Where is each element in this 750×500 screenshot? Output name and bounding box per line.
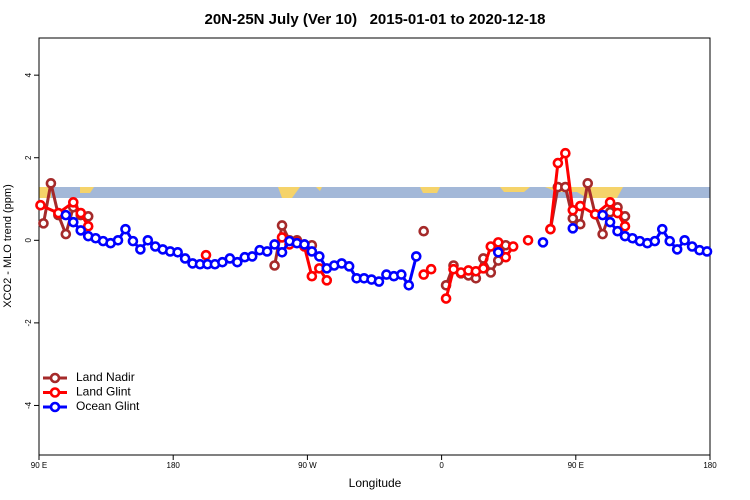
data-point [664, 235, 676, 247]
data-point [120, 223, 131, 235]
data-point [35, 199, 46, 211]
x-tick-label: 90 E [568, 461, 584, 470]
data-point [418, 225, 430, 237]
data-point [321, 275, 333, 286]
data-point [172, 246, 183, 258]
data-point [701, 246, 713, 257]
data-point [485, 267, 497, 278]
data-point [500, 251, 512, 263]
x-tick-label: 0 [439, 461, 444, 470]
ocean-band [39, 187, 710, 198]
data-point [246, 251, 258, 262]
plot-frame [38, 37, 711, 456]
data-point [537, 237, 549, 248]
data-point [67, 216, 79, 228]
y-tick-label: 0 [24, 238, 33, 243]
data-point [142, 235, 154, 246]
data-point [649, 235, 661, 247]
data-point [545, 223, 556, 235]
data-point [276, 220, 288, 231]
y-tick-label: -2 [24, 319, 33, 327]
data-point [612, 207, 623, 219]
y-tick-label: -4 [24, 401, 33, 409]
x-tick-label: 180 [703, 461, 717, 470]
data-point [276, 246, 288, 258]
data-point [67, 197, 79, 208]
data-point [269, 260, 280, 271]
data-point [507, 241, 519, 252]
data-point [552, 157, 564, 169]
data-point [45, 178, 57, 189]
data-point [261, 246, 273, 257]
data-point [425, 263, 437, 275]
y-tick-label: 2 [24, 155, 33, 160]
data-point [604, 216, 616, 228]
y-tick-label: 4 [24, 72, 33, 77]
data-point [82, 220, 94, 232]
data-point [612, 225, 623, 237]
data-point [60, 228, 72, 240]
data-point [127, 235, 139, 247]
x-axis-label: Longitude [349, 476, 402, 490]
plot-layer: 90 E 180 90 W 0 90 E 180 -4 -2 0 2 4 Land NadirLand… [24, 72, 717, 470]
data-point [567, 223, 579, 234]
data-point [567, 204, 579, 216]
data-point [343, 261, 355, 272]
data-point [485, 241, 497, 252]
data-point [418, 269, 430, 280]
data-point [582, 178, 594, 189]
map-strip [39, 187, 710, 198]
data-point [373, 276, 385, 287]
data-point [232, 256, 243, 268]
legend-label: Land Glint [76, 385, 131, 399]
data-point [200, 249, 212, 261]
data-point [38, 218, 49, 229]
data-point [299, 239, 310, 250]
data-point [314, 251, 325, 262]
legend-label: Ocean Glint [76, 399, 140, 413]
data-point [567, 213, 579, 224]
data-point [75, 225, 87, 236]
data-point [671, 244, 683, 255]
data-point [112, 235, 124, 246]
data-point [679, 235, 690, 246]
x-tick-label: 90 E [31, 461, 47, 470]
data-point [597, 228, 608, 240]
data-point [403, 280, 415, 291]
data-point [560, 147, 571, 159]
data-point [574, 200, 586, 212]
data-point [75, 207, 87, 219]
x-tick-label: 90 W [298, 461, 317, 470]
x-tick-label: 180 [167, 461, 181, 470]
chart-title: 20N-25N July (Ver 10) 2015-01-01 to 2020… [204, 11, 545, 28]
data-point [492, 246, 504, 258]
legend-swatch-marker [49, 372, 61, 384]
data-point [656, 223, 668, 235]
data-point [619, 220, 631, 232]
data-point [522, 235, 534, 246]
data-point [604, 197, 616, 208]
legend-swatch-marker [49, 401, 61, 413]
data-point [410, 251, 422, 262]
data-point [396, 269, 407, 280]
data-point [179, 253, 191, 264]
data-point [269, 239, 280, 250]
data-point [440, 293, 452, 304]
data-point [597, 209, 608, 221]
legend-swatch-marker [49, 387, 61, 398]
data-point [306, 270, 318, 282]
data-point [478, 263, 489, 274]
data-point [135, 244, 146, 255]
legend-label: Land Nadir [76, 370, 135, 384]
data-point [574, 218, 586, 230]
data-point [492, 237, 504, 248]
data-point [60, 209, 72, 221]
data-point [306, 246, 318, 257]
y-axis-label: XCO2 - MLO trend (ppm) [2, 184, 14, 307]
